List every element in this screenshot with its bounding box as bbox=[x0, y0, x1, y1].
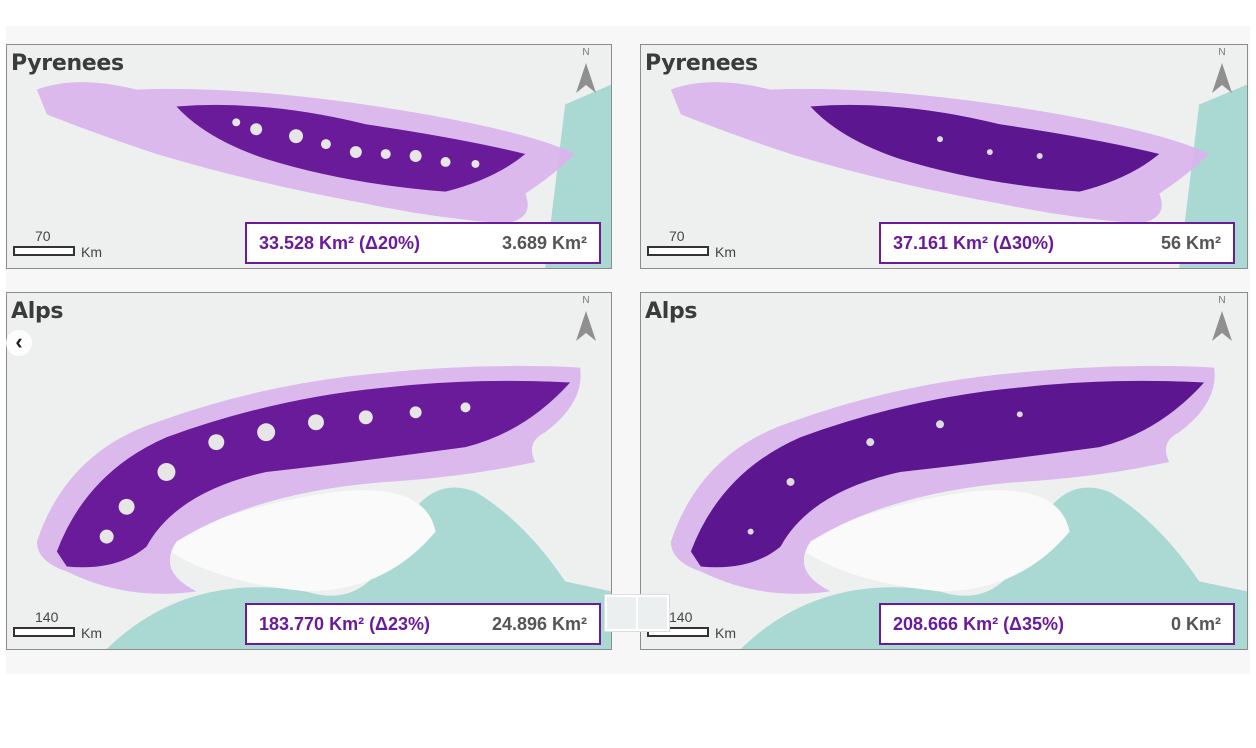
stat-box: 183.770 Km² (Δ23%) 24.896 Km² bbox=[245, 603, 601, 645]
region-title: Pyrenees bbox=[645, 51, 758, 76]
scale-bar-graphic bbox=[13, 246, 75, 256]
map-canvas bbox=[641, 293, 1247, 649]
core-region bbox=[56, 380, 571, 568]
region-title: Alps bbox=[11, 299, 64, 324]
scale-value: 140 bbox=[669, 609, 693, 625]
stat-secondary: 24.896 Km² bbox=[491, 614, 587, 634]
scale-unit: Km bbox=[715, 244, 736, 260]
scale-bar: 140 Km bbox=[13, 609, 123, 641]
stat-secondary: 3.689 Km² bbox=[501, 233, 587, 253]
north-label: N bbox=[1218, 295, 1226, 306]
thumbnail-strip[interactable] bbox=[604, 594, 670, 632]
north-arrow-icon bbox=[1212, 63, 1232, 93]
north-label: N bbox=[1218, 47, 1226, 58]
thumbnail-1[interactable] bbox=[607, 597, 636, 629]
stat-secondary: 56 Km² bbox=[1160, 233, 1221, 253]
north-arrow: N bbox=[1207, 295, 1237, 345]
core-region bbox=[690, 380, 1205, 568]
map-panel-alps-right: Alps N 140 Km 208.666 Km² (Δ35%) 0 Km² bbox=[640, 292, 1248, 650]
scale-value: 70 bbox=[35, 228, 51, 244]
top-band bbox=[0, 0, 1256, 26]
stat-box: 33.528 Km² (Δ20%) 3.689 Km² bbox=[245, 222, 601, 264]
north-arrow-icon bbox=[576, 311, 596, 341]
north-label: N bbox=[582, 295, 590, 306]
scale-unit: Km bbox=[81, 244, 102, 260]
north-arrow: N bbox=[571, 295, 601, 345]
scale-bar: 70 Km bbox=[13, 228, 123, 260]
stat-primary: 183.770 Km² (Δ23%) bbox=[259, 614, 431, 634]
stat-primary: 208.666 Km² (Δ35%) bbox=[893, 614, 1065, 634]
region-title: Pyrenees bbox=[11, 51, 124, 76]
north-arrow-icon bbox=[1212, 311, 1232, 341]
scale-value: 70 bbox=[669, 228, 685, 244]
core-region bbox=[176, 104, 526, 192]
chevron-left-icon[interactable]: ‹ bbox=[6, 330, 32, 356]
scale-bar: 70 Km bbox=[647, 228, 757, 260]
scale-unit: Km bbox=[715, 625, 736, 641]
stat-box: 208.666 Km² (Δ35%) 0 Km² bbox=[879, 603, 1235, 645]
scale-bar-graphic bbox=[647, 246, 709, 256]
scale-bar-graphic bbox=[647, 627, 709, 637]
map-panel-pyrenees-right: Pyrenees N 70 Km 37.161 Km² (Δ30%) 56 Km… bbox=[640, 44, 1248, 269]
map-panel-alps-left: Alps N 140 Km 183.770 Km² (Δ23%) 24.896 … bbox=[6, 292, 612, 650]
north-arrow: N bbox=[1207, 47, 1237, 97]
north-arrow-icon bbox=[576, 63, 596, 93]
map-canvas bbox=[7, 293, 611, 649]
north-label: N bbox=[582, 47, 590, 58]
scale-unit: Km bbox=[81, 625, 102, 641]
stat-primary: 33.528 Km² (Δ20%) bbox=[259, 233, 421, 253]
stat-box: 37.161 Km² (Δ30%) 56 Km² bbox=[879, 222, 1235, 264]
scale-bar-graphic bbox=[13, 627, 75, 637]
scale-value: 140 bbox=[35, 609, 59, 625]
thumbnail-2[interactable] bbox=[638, 597, 667, 629]
north-arrow: N bbox=[571, 47, 601, 97]
scale-bar: 140 Km bbox=[647, 609, 757, 641]
stat-primary: 37.161 Km² (Δ30%) bbox=[893, 233, 1055, 253]
stat-secondary: 0 Km² bbox=[1170, 614, 1221, 634]
region-title: Alps bbox=[645, 299, 698, 324]
map-panel-pyrenees-left: Pyrenees N 70 Km 33.528 Km² (Δ20%) 3.689… bbox=[6, 44, 612, 269]
core-region bbox=[810, 104, 1160, 192]
